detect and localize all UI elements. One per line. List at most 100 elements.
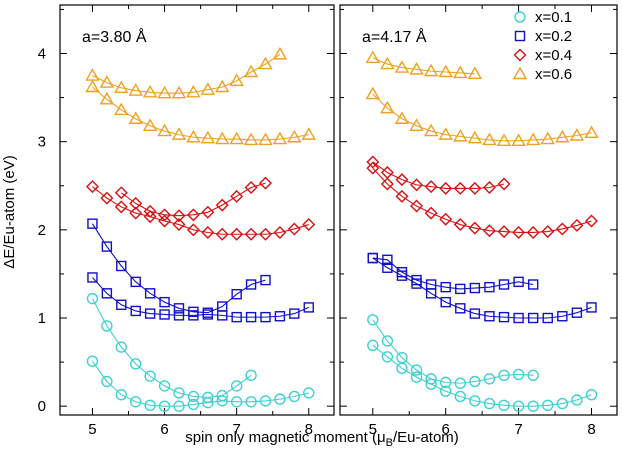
data-point xyxy=(380,177,394,191)
data-point xyxy=(454,390,466,403)
data-point xyxy=(439,376,452,389)
data-point xyxy=(409,118,424,131)
legend-marker xyxy=(514,11,526,23)
data-point xyxy=(425,279,437,290)
data-point xyxy=(129,196,143,210)
data-point xyxy=(231,289,242,300)
data-point xyxy=(230,227,244,241)
data-point xyxy=(143,204,157,218)
data-point xyxy=(497,177,511,191)
series-line xyxy=(372,57,475,75)
data-point xyxy=(571,394,583,406)
y-axis-label: ΔE/Eu-atom (eV) xyxy=(1,155,18,268)
data-point xyxy=(303,387,315,399)
x-tick-label: 5 xyxy=(369,421,377,438)
data-point xyxy=(424,206,438,220)
data-point xyxy=(525,132,541,146)
data-point xyxy=(173,310,185,321)
data-point xyxy=(86,355,99,367)
series-x=0.1-1 xyxy=(367,339,598,412)
data-point xyxy=(215,131,230,145)
data-point xyxy=(171,85,187,99)
data-point xyxy=(130,358,142,370)
y-tick-label: 4 xyxy=(38,45,46,62)
legend-marker xyxy=(513,48,527,62)
series-x=0.6-8 xyxy=(85,46,288,99)
data-point xyxy=(496,133,512,146)
series-line xyxy=(92,86,309,141)
series-line xyxy=(372,257,592,319)
series-x=0.1-1 xyxy=(86,355,315,412)
data-point xyxy=(289,308,300,319)
data-point xyxy=(498,399,510,412)
data-point xyxy=(438,64,453,78)
x-tick-label: 6 xyxy=(160,421,168,438)
data-point xyxy=(229,73,244,87)
data-point xyxy=(288,390,301,403)
y-tick-label: 3 xyxy=(38,134,46,151)
data-point xyxy=(394,60,410,73)
data-point xyxy=(469,375,481,388)
data-point xyxy=(527,279,539,290)
data-point xyxy=(99,91,115,105)
data-point xyxy=(439,385,452,397)
panel-1: 5 6 7 8 a=3.80 Å xyxy=(59,4,335,438)
y-tick-label: 1 xyxy=(38,310,46,327)
series-x=0.4-5 xyxy=(85,180,316,241)
series-line xyxy=(372,93,592,142)
series-x=0.6-7 xyxy=(365,86,599,146)
legend-label: x=0.6 xyxy=(535,66,572,83)
data-point xyxy=(231,311,242,323)
series-line xyxy=(92,53,281,94)
data-point xyxy=(424,180,438,194)
data-point xyxy=(557,311,568,322)
data-point xyxy=(115,389,127,401)
data-point xyxy=(114,102,129,116)
data-point xyxy=(202,307,214,318)
data-point xyxy=(555,222,569,236)
data-point xyxy=(410,199,424,213)
data-point xyxy=(172,209,186,223)
data-point xyxy=(215,79,230,93)
x-tick-label: 8 xyxy=(587,421,595,438)
data-point xyxy=(381,351,394,363)
legend-label: x=0.2 xyxy=(535,28,572,45)
data-point xyxy=(453,65,468,79)
data-point xyxy=(217,301,228,312)
x-axis-label-prefix: spin only magnetic moment (μ xyxy=(185,429,385,446)
data-point xyxy=(440,296,451,308)
legend: x=0.1 x=0.2 x=0.4 x=0.6 xyxy=(512,9,572,83)
data-point xyxy=(130,305,141,317)
data-point xyxy=(158,208,172,222)
x-axis-label-subscript: B xyxy=(386,437,393,449)
data-point xyxy=(260,274,271,286)
data-point xyxy=(382,262,393,273)
legend-marker xyxy=(512,66,528,80)
data-point xyxy=(542,399,554,412)
data-point xyxy=(498,311,510,323)
data-point xyxy=(439,212,453,226)
series-line xyxy=(91,223,266,314)
data-point xyxy=(186,223,200,237)
data-point xyxy=(438,127,453,140)
data-point xyxy=(144,399,156,412)
data-point xyxy=(571,307,583,318)
data-point xyxy=(301,127,316,140)
data-point xyxy=(173,303,185,314)
data-point xyxy=(585,389,598,401)
data-point xyxy=(410,364,423,376)
data-point xyxy=(187,398,200,411)
data-point xyxy=(259,395,272,407)
data-point xyxy=(274,311,286,322)
data-point xyxy=(287,129,302,143)
data-point xyxy=(586,302,597,313)
data-point xyxy=(142,84,158,98)
panel-annotation: a=3.80 Å xyxy=(82,27,147,46)
data-point xyxy=(101,288,113,299)
data-point xyxy=(396,266,408,278)
data-point xyxy=(366,161,380,175)
data-point xyxy=(157,85,172,99)
data-point xyxy=(440,281,451,293)
series-x=0.1-2 xyxy=(86,292,257,404)
data-point xyxy=(303,302,314,313)
